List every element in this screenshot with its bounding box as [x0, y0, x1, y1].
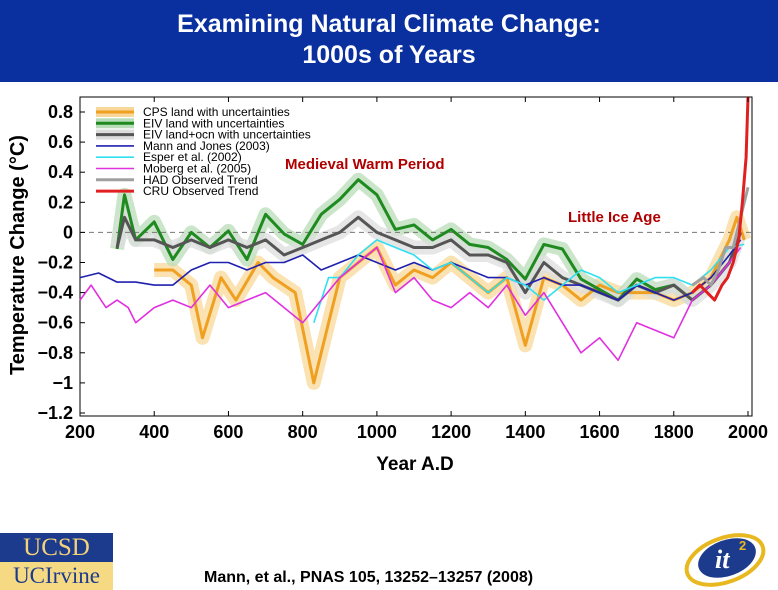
y-tick-label: −1 — [52, 373, 73, 393]
legend-label: HAD Observed Trend — [143, 173, 258, 187]
x-tick-label: 1800 — [654, 422, 694, 442]
series-cru-observed-trend — [691, 96, 750, 302]
y-tick-label: 0.6 — [48, 132, 73, 152]
y-tick-label: 0.2 — [48, 192, 73, 212]
y-tick-label: 0.4 — [48, 162, 73, 182]
legend-label: EIV land with uncertainties — [143, 116, 284, 130]
x-tick-label: 400 — [139, 422, 169, 442]
series-moberg-et-al-2005 — [79, 246, 742, 362]
y-tick-label: −0.2 — [37, 253, 73, 273]
legend-label: Moberg et al. (2005) — [143, 162, 251, 176]
legend-label: CRU Observed Trend — [143, 184, 258, 198]
x-tick-label: 600 — [213, 422, 243, 442]
series-eiv-land-with-uncertainties — [115, 178, 694, 302]
x-tick-label: 800 — [288, 422, 318, 442]
x-tick-label: 200 — [65, 422, 95, 442]
plot-frame — [79, 96, 753, 417]
it2-logo: it 2 — [684, 533, 766, 587]
svg-text:it: it — [715, 545, 730, 574]
series-esper-et-al-2002 — [313, 239, 745, 323]
citation: Mann, et al., PNAS 105, 13252–13257 (200… — [204, 569, 534, 586]
uci-logo: UCIrvine — [0, 562, 113, 590]
annotation-little-ice-age: Little Ice Age — [568, 209, 661, 226]
slide-title-line1: Examining Natural Climate Change: — [177, 10, 601, 38]
legend-label: Mann and Jones (2003) — [143, 139, 270, 153]
x-tick-label: 1200 — [431, 422, 471, 442]
y-tick-label: 0 — [63, 222, 73, 242]
ucsd-logo: UCSD — [0, 533, 113, 562]
x-tick-label: 1400 — [505, 422, 545, 442]
legend-label: CPS land with uncertainties — [143, 105, 290, 119]
y-tick-label: 0.8 — [48, 102, 73, 122]
x-tick-label: 1600 — [580, 422, 620, 442]
legend-label: Esper et al. (2002) — [143, 150, 242, 164]
y-axis-label: Temperature Change (°C) — [7, 135, 29, 375]
annotation-medieval-warm-period: Medieval Warm Period — [285, 156, 445, 173]
y-tick-label: −0.4 — [37, 283, 73, 303]
y-tick-label: −0.8 — [37, 343, 73, 363]
x-axis-label: Year A.D — [376, 454, 453, 475]
y-tick-label: −0.6 — [37, 313, 73, 333]
slide-title-bar: Examining Natural Climate Change: 1000s … — [0, 0, 778, 82]
svg-text:2: 2 — [739, 538, 746, 553]
x-tick-label: 2000 — [728, 422, 768, 442]
x-tick-label: 1000 — [357, 422, 397, 442]
legend-label: EIV land+ocn with uncertainties — [143, 128, 311, 142]
slide-title-line2: 1000s of Years — [302, 41, 476, 69]
y-tick-label: −1.2 — [37, 403, 73, 423]
